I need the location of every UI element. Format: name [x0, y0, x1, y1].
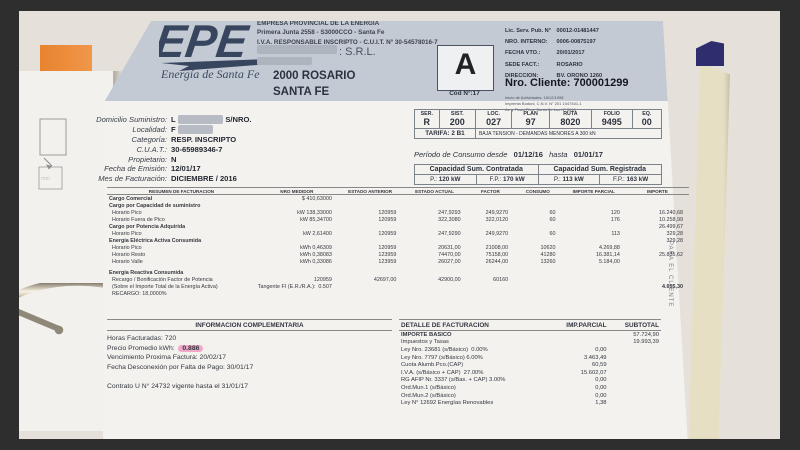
svg-text:EPE: EPE [159, 15, 252, 67]
